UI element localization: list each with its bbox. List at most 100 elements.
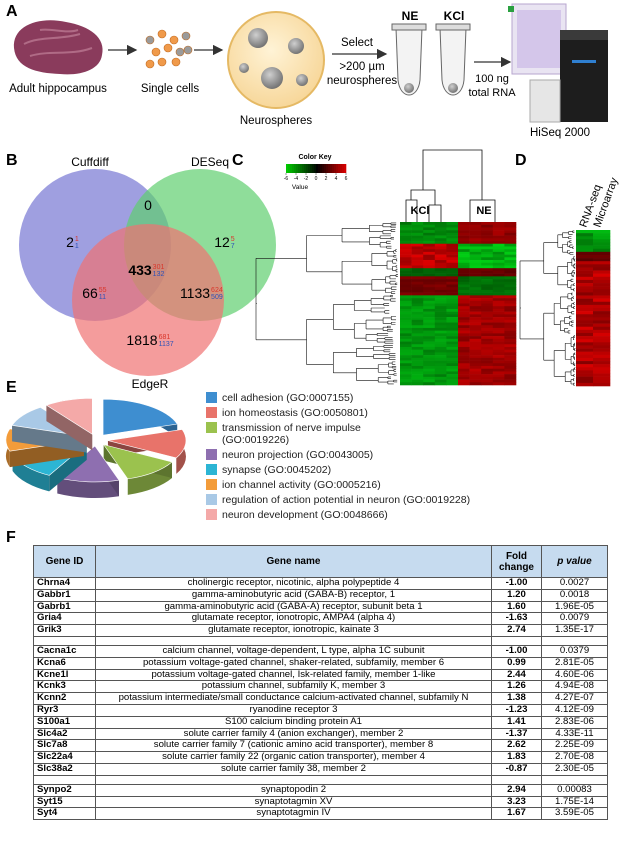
heat-cell — [504, 357, 517, 361]
heat-cell — [504, 265, 517, 269]
heat-cell — [423, 379, 436, 383]
heat-cell — [504, 279, 517, 283]
heat-cell — [434, 314, 447, 318]
heat-cell — [504, 243, 517, 247]
heat-cell — [469, 317, 482, 321]
step-label: >200 µm — [339, 61, 384, 73]
gene-id: Kcna6 — [33, 656, 96, 670]
fold-change: -1.63 — [491, 612, 542, 626]
pie-side — [57, 477, 119, 498]
cell — [157, 29, 167, 39]
heat-cell — [434, 300, 447, 304]
heat-cell — [423, 284, 436, 288]
heat-cell — [492, 268, 505, 272]
fold-change: -1.00 — [491, 644, 542, 658]
heat-cell — [504, 235, 517, 239]
region-up: 1 — [75, 236, 79, 243]
heat-cell — [469, 257, 482, 261]
heat-cell — [458, 376, 470, 380]
gene-name: solute carrier family 4 (anion exchanger… — [95, 727, 492, 741]
heat-cell — [593, 261, 611, 265]
heat-cell — [593, 326, 611, 331]
heat-cell — [593, 283, 611, 287]
heat-cell — [434, 379, 447, 383]
gene-id: Kcnn2 — [33, 692, 96, 705]
heat-cell — [593, 376, 611, 381]
heat-cell — [481, 243, 494, 247]
heat-cell — [446, 322, 459, 326]
heat-cell — [469, 300, 482, 304]
fold-change: 2.62 — [491, 739, 542, 753]
gene-id: Gria4 — [33, 612, 96, 626]
heat-cell — [492, 317, 505, 321]
heat-cell — [446, 336, 459, 340]
heat-cell — [411, 238, 424, 242]
heat-cell — [576, 345, 594, 349]
heat-cell — [411, 279, 424, 283]
heat-cell — [492, 314, 505, 318]
machine-top — [560, 30, 608, 40]
heat-cell — [504, 352, 517, 356]
heat-cell — [504, 346, 517, 350]
heat-cell — [576, 295, 594, 299]
gene-name: potassium channel, subfamily K, member 3 — [95, 680, 492, 694]
heat-cell — [423, 382, 436, 386]
key-cell — [308, 164, 311, 173]
heat-cell — [434, 365, 447, 369]
heat-cell — [469, 287, 482, 291]
key-cell — [314, 164, 317, 173]
heat-cell — [458, 357, 470, 361]
legend-entry: regulation of action potential in neuron… — [206, 494, 506, 506]
heat-cell — [400, 338, 412, 342]
heat-cell — [481, 349, 494, 353]
fold-change: 2.74 — [491, 624, 542, 637]
heat-cell — [492, 254, 505, 258]
heat-cell — [469, 371, 482, 375]
heat-cell — [446, 268, 459, 272]
heat-cell — [492, 336, 505, 340]
spacer-cell — [95, 635, 492, 646]
heat-cell — [411, 363, 424, 367]
heat-cell — [593, 361, 611, 365]
legend-swatch — [206, 449, 217, 460]
heat-cell — [492, 346, 505, 350]
heat-cell — [469, 365, 482, 369]
heat-cell — [446, 281, 459, 285]
heat-cell — [400, 235, 412, 239]
heat-cell — [458, 270, 470, 274]
gene-name: glutamate receptor, ionotropic, AMPA4 (a… — [95, 612, 492, 626]
heat-cell — [593, 304, 611, 309]
gene-id: Gabbr1 — [33, 588, 96, 602]
header-cell: Gene name — [95, 545, 492, 578]
heat-cell — [446, 303, 459, 307]
heat-cell — [481, 230, 494, 234]
region-down: 7 — [231, 243, 235, 250]
heat-cell — [411, 295, 424, 299]
heat-cell — [400, 365, 412, 369]
sphere — [239, 63, 249, 73]
heat-cell — [423, 327, 436, 331]
heat-cell — [400, 300, 412, 304]
p-value: 0.00083 — [541, 783, 608, 797]
heat-cell — [411, 241, 424, 245]
heat-cell — [469, 230, 482, 234]
fold-change: 1.38 — [491, 692, 542, 705]
heat-cell — [446, 374, 459, 378]
machine-light — [572, 60, 596, 63]
heat-cell — [469, 303, 482, 307]
heat-cell — [411, 368, 424, 372]
heat-cell — [458, 292, 470, 296]
heat-cell — [576, 326, 594, 331]
gene-id: Gabrb1 — [33, 600, 96, 614]
gene-table: Gene ID Gene name Fold change p value Chrna… — [33, 545, 608, 821]
heat-cell — [423, 346, 436, 350]
heat-cell — [504, 365, 517, 369]
heat-cell — [458, 371, 470, 375]
gene-id: Grik3 — [33, 624, 96, 637]
gene-row: Ryr3 ryanodine receptor 3 -1.23 4.12E-09 — [33, 703, 608, 717]
heat-cell — [446, 254, 459, 258]
cell — [163, 43, 173, 53]
heat-cell — [411, 317, 424, 321]
